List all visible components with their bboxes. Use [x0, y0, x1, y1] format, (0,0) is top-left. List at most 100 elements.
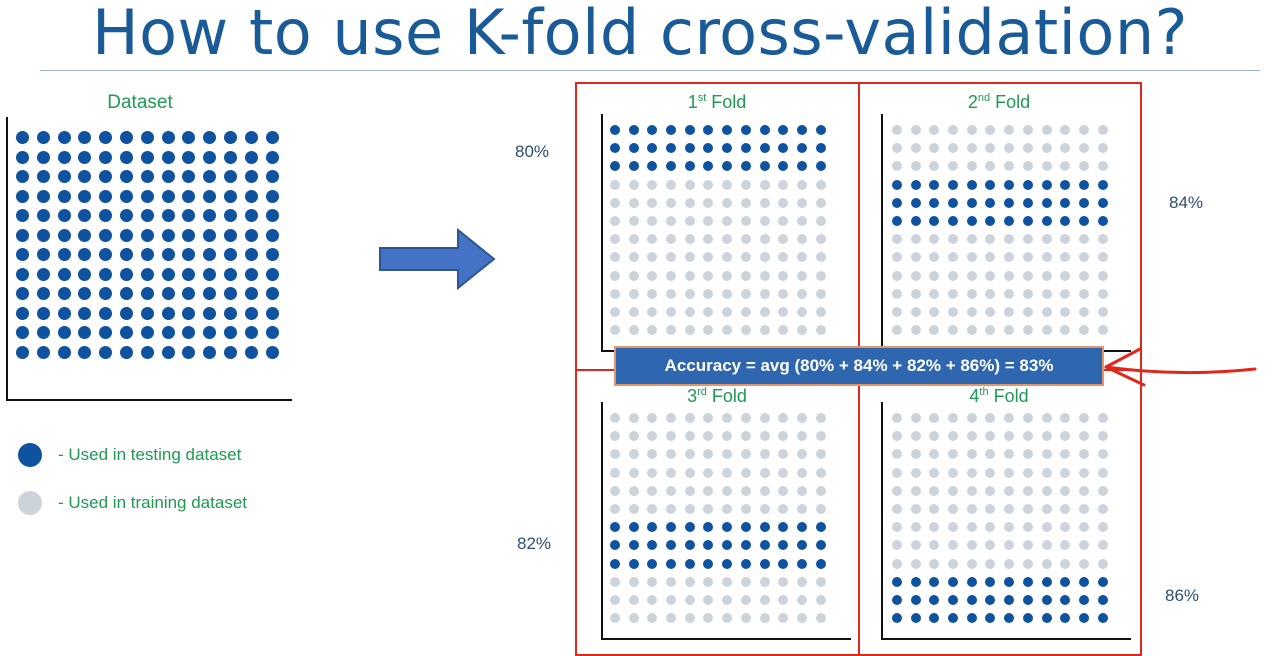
training-dot: [948, 522, 959, 533]
training-dot: [1097, 325, 1108, 336]
training-dot: [628, 270, 639, 281]
dataset-dot: [223, 189, 237, 203]
training-dot: [1078, 234, 1089, 245]
dataset-dot: [203, 189, 217, 203]
dataset-dot: [16, 189, 29, 203]
training-dot: [892, 431, 902, 442]
dataset-dot: [16, 287, 29, 300]
training-dot: [966, 270, 977, 281]
dataset-dot: [57, 248, 71, 261]
training-dot: [985, 467, 996, 478]
training-dot: [1041, 485, 1052, 496]
dataset-dot: [140, 326, 154, 339]
dataset-dot: [119, 150, 133, 164]
training-dot: [647, 449, 658, 460]
training-dot: [684, 270, 695, 281]
training-dot: [1022, 485, 1033, 496]
dataset-dot: [265, 345, 279, 359]
testing-dot: [647, 161, 658, 172]
dataset-dot: [223, 326, 237, 339]
testing-dot: [722, 522, 733, 533]
dataset-dot: [36, 248, 50, 261]
training-dot: [892, 125, 902, 135]
training-dot: [985, 252, 996, 263]
training-dot: [684, 449, 695, 460]
testing-dot: [815, 161, 826, 172]
dataset-dot: [223, 228, 237, 242]
training-dot: [948, 558, 959, 569]
training-dot: [948, 413, 959, 423]
training-dot: [910, 125, 921, 135]
training-dot: [796, 288, 807, 299]
training-dot: [778, 594, 789, 605]
dataset-dot: [182, 131, 196, 144]
testing-dot: [1022, 215, 1033, 226]
training-dot: [910, 161, 921, 172]
dataset-dot: [36, 345, 50, 359]
testing-dot: [948, 215, 959, 226]
training-dot: [1004, 485, 1015, 496]
training-dot: [759, 485, 770, 496]
dataset-dot: [161, 150, 175, 164]
dataset-y-axis: [6, 117, 8, 401]
training-dot: [703, 252, 714, 263]
testing-dot: [666, 125, 677, 135]
dataset-dot: [223, 345, 237, 359]
training-dot: [796, 270, 807, 281]
training-dot: [759, 215, 770, 226]
training-dot: [966, 540, 977, 551]
dataset-dot: [223, 170, 237, 183]
fold-3-label: 3rd Fold: [687, 386, 747, 406]
training-dot: [929, 125, 940, 135]
training-dot: [684, 252, 695, 263]
training-dot: [647, 413, 658, 423]
dataset-dot: [161, 209, 175, 222]
testing-dot: [628, 125, 639, 135]
dataset-dot: [265, 287, 279, 300]
training-dot: [647, 306, 658, 317]
training-dot: [815, 576, 826, 587]
testing-dot: [666, 558, 677, 569]
testing-dot: [892, 576, 902, 587]
testing-dot: [703, 522, 714, 533]
training-dot: [628, 215, 639, 226]
training-dot: [759, 467, 770, 478]
training-dot: [722, 234, 733, 245]
training-dot: [985, 288, 996, 299]
dataset-dot: [78, 267, 92, 281]
training-dot: [778, 613, 789, 624]
training-dot: [1078, 306, 1089, 317]
dataset-dot: [16, 345, 29, 359]
training-dot: [1078, 558, 1089, 569]
fold-3-x-axis: [601, 638, 851, 640]
training-dot: [796, 576, 807, 587]
dataset-dot: [244, 267, 258, 281]
training-dot: [722, 288, 733, 299]
testing-dot: [778, 161, 789, 172]
dataset-dot: [182, 287, 196, 300]
fold-4-x-axis: [881, 638, 1131, 640]
dataset-dot: [140, 209, 154, 222]
training-dot: [1041, 252, 1052, 263]
training-dot: [1004, 143, 1015, 154]
training-dot: [628, 594, 639, 605]
testing-dot: [759, 161, 770, 172]
training-dot: [1022, 558, 1033, 569]
fold-4-label: 4th Fold: [969, 386, 1029, 406]
testing-dot: [703, 558, 714, 569]
testing-dot: [910, 215, 921, 226]
training-dot: [1078, 288, 1089, 299]
training-dot: [610, 288, 620, 299]
dataset-dot: [182, 209, 196, 222]
training-dot: [815, 449, 826, 460]
training-dot: [1022, 467, 1033, 478]
training-dot: [778, 252, 789, 263]
dataset-dot: [119, 287, 133, 300]
testing-dot: [647, 540, 658, 551]
training-dot: [815, 594, 826, 605]
testing-dot: [722, 125, 733, 135]
testing-dot: [910, 613, 921, 624]
training-dot: [740, 485, 751, 496]
dataset-dot: [99, 228, 113, 242]
training-dot: [910, 234, 921, 245]
